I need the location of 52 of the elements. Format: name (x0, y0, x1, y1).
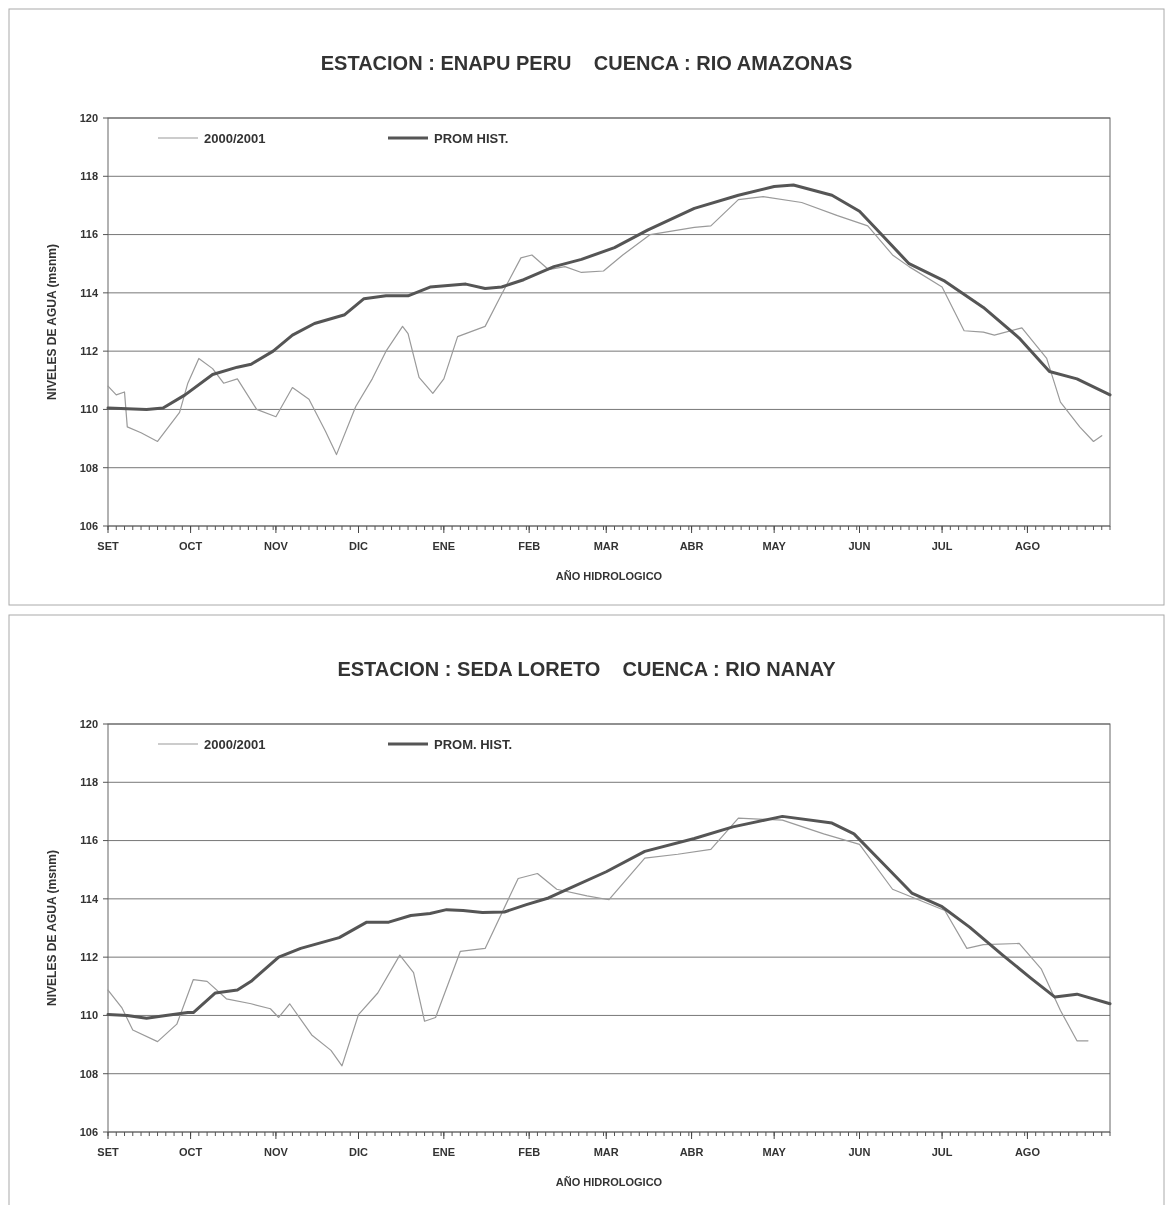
y-tick-label: 110 (80, 1009, 98, 1022)
y-tick-label: 108 (79, 461, 98, 474)
y-tick-label: 116 (80, 834, 98, 847)
x-tick-label: SET (97, 1146, 119, 1158)
y-tick-label: 116 (80, 228, 98, 241)
x-tick-label: MAR (593, 540, 619, 552)
chart-title: ESTACION : ENAPU PERU CUENCA : RIO AMAZONAS (320, 52, 853, 74)
x-tick-label: ENE (432, 540, 456, 552)
x-tick-label: AGO (1014, 540, 1041, 552)
x-tick-label: MAY (762, 1146, 787, 1158)
x-tick-label: JUL (931, 540, 953, 552)
x-tick-label: ABR (679, 540, 704, 552)
y-tick-label: 120 (79, 717, 98, 730)
legend-label: PROM. HIST. (434, 736, 513, 752)
y-axis-title: NIVELES DE AGUA (msnm) (45, 244, 59, 400)
y-tick-label: 106 (79, 1125, 98, 1138)
line-series (107, 196, 1103, 456)
y-tick-label: 114 (80, 892, 99, 905)
x-tick-label: OCT (178, 540, 203, 552)
x-tick-label: FEB (518, 1146, 541, 1158)
x-tick-label: NOV (264, 1146, 289, 1158)
x-tick-label: MAR (593, 1146, 619, 1158)
y-tick-label: 120 (79, 111, 98, 124)
x-tick-label: DIC (349, 540, 369, 552)
x-tick-label: FEB (518, 540, 541, 552)
x-tick-label: AGO (1014, 1146, 1041, 1158)
x-tick-label: MAY (762, 540, 787, 552)
x-tick-label: JUL (931, 1146, 953, 1158)
y-tick-label: 110 (80, 403, 98, 416)
legend-label: 2000/2001 (204, 130, 266, 146)
y-tick-label: 114 (80, 286, 99, 299)
y-tick-label: 112 (80, 344, 98, 357)
y-tick-label: 106 (79, 519, 98, 532)
x-axis-title: AÑO HIDROLOGICO (555, 1176, 663, 1188)
x-tick-label: JUN (848, 540, 871, 552)
x-tick-label: NOV (264, 540, 289, 552)
x-axis-title: AÑO HIDROLOGICO (555, 570, 663, 582)
x-tick-label: OCT (178, 1146, 203, 1158)
y-tick-label: 118 (80, 776, 98, 789)
y-tick-label: 118 (80, 170, 98, 183)
legend-label: PROM HIST. (434, 130, 509, 146)
line-series (107, 817, 1089, 1067)
legend-label: 2000/2001 (204, 736, 266, 752)
y-tick-label: 112 (80, 950, 98, 963)
y-axis-title: NIVELES DE AGUA (msnm) (45, 850, 59, 1006)
chart-title: ESTACION : SEDA LORETO CUENCA : RIO NANAY (337, 658, 837, 680)
x-tick-label: ABR (679, 1146, 704, 1158)
x-tick-label: SET (97, 540, 119, 552)
x-tick-label: ENE (432, 1146, 456, 1158)
x-tick-label: JUN (848, 1146, 871, 1158)
x-tick-label: DIC (349, 1146, 369, 1158)
y-tick-label: 108 (79, 1067, 98, 1080)
